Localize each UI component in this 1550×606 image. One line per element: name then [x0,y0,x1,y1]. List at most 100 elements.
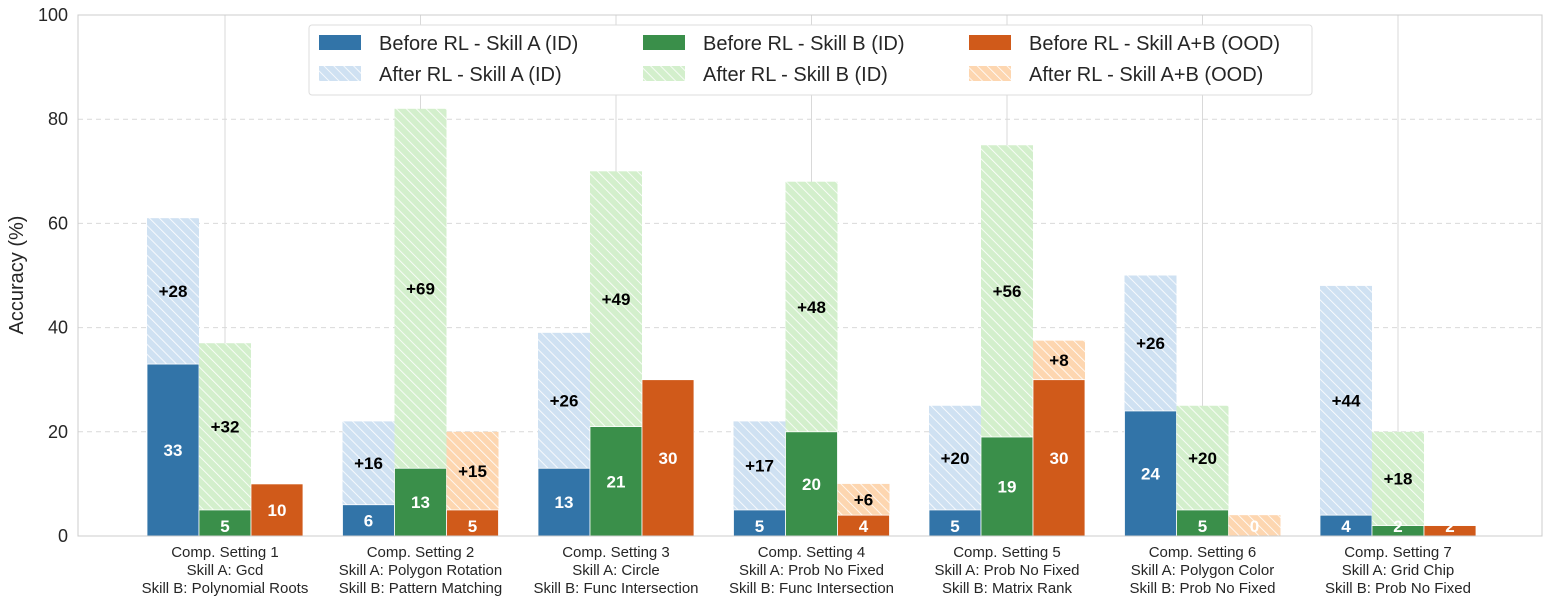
y-tick-label: 0 [58,526,68,546]
x-category-label: Skill B: Pattern Matching [339,580,502,597]
legend-swatch [643,66,685,81]
legend: Before RL - Skill A (ID) Before RL - Skil… [308,24,1313,96]
before-bar [1124,410,1177,537]
x-category-label: Comp. Setting 3 [562,544,670,561]
delta-value-label: +44 [1332,392,1361,411]
y-axis-title: Accuracy (%) [6,216,28,335]
legend-entry-label: Before RL - Skill A (ID) [379,33,578,55]
delta-value-label: +15 [458,462,487,481]
delta-value-label: +6 [854,491,873,510]
x-category-label: Skill A: Gcd [187,562,264,579]
before-bar [980,436,1034,537]
x-category-label: Skill A: Polygon Color [1131,562,1274,579]
legend-swatch [319,66,361,81]
legend-entry-label: After RL - Skill B (ID) [703,64,888,86]
x-category-label: Comp. Setting 5 [953,544,1061,561]
legend-swatch [319,35,361,50]
before-value-label: 10 [268,501,287,520]
x-category-label: Skill A: Circle [572,562,660,579]
x-category-label: Skill B: Func Intersection [533,580,698,597]
before-value-label: 13 [411,493,430,512]
before-value-label: 4 [859,517,869,536]
legend-box [308,24,1313,96]
after-bar [1320,285,1372,536]
x-category-label: Skill B: Prob No Fixed [1325,580,1471,597]
before-bar [785,431,838,537]
before-bar [589,426,643,537]
before-value-label: 30 [1050,449,1069,468]
x-category-label: Comp. Setting 6 [1149,544,1257,561]
x-category-label: Skill B: Matrix Rank [942,580,1073,597]
after-bar [199,343,251,536]
before-value-label: 20 [802,475,821,494]
before-value-label: 13 [555,493,574,512]
delta-value-label: +8 [1049,351,1068,370]
before-value-label: 19 [998,478,1017,497]
x-category-label: Skill B: Prob No Fixed [1130,580,1276,597]
delta-value-label: +48 [797,298,826,317]
legend-entry-label: After RL - Skill A+B (OOD) [1029,64,1263,86]
before-value-label: 5 [1198,517,1207,536]
before-bar [250,483,304,537]
before-bar [928,509,982,537]
delta-value-label: +16 [354,454,383,473]
legend-entry-label: Before RL - Skill A+B (OOD) [1029,33,1280,55]
delta-value-label: +26 [1136,334,1165,353]
delta-value-label: +56 [993,282,1022,301]
before-bar [446,509,499,537]
delta-value-label: +49 [602,290,631,309]
delta-value-label: +20 [941,449,970,468]
x-category-label: Skill A: Grid Chip [1342,562,1455,579]
after-bar [1372,431,1424,536]
before-value-label: 2 [1393,517,1402,536]
after-bar [394,108,447,536]
before-value-label: 24 [1141,464,1160,483]
y-tick-label: 60 [48,213,68,233]
before-bar [1176,509,1229,537]
x-category-label: Skill B: Polynomial Roots [142,580,309,597]
before-value-label: 4 [1341,517,1351,536]
delta-value-label: +17 [745,457,774,476]
before-value-label: 2 [1445,517,1454,536]
bars [146,108,1477,537]
after-bar [1228,515,1281,536]
before-value-label: 5 [468,517,477,536]
before-value-label: 21 [607,472,626,491]
before-value-label: 5 [220,517,229,536]
x-category-label: Comp. Setting 2 [367,544,475,561]
delta-value-label: +28 [159,282,188,301]
y-tick-label: 100 [38,5,68,25]
y-tick-label: 40 [48,318,68,338]
x-category-label: Comp. Setting 4 [758,544,866,561]
x-category-label: Skill A: Prob No Fixed [739,562,884,579]
before-bar [537,467,591,537]
legend-swatch [969,66,1011,81]
x-category-label: Skill B: Func Intersection [729,580,894,597]
before-value-label: 0 [1250,517,1259,536]
delta-value-label: +32 [211,418,240,437]
x-category-label: Comp. Setting 7 [1344,544,1452,561]
y-tick-label: 20 [48,422,68,442]
y-tick-label: 80 [48,109,68,129]
before-value-label: 5 [950,517,959,536]
legend-entry-label: Before RL - Skill B (ID) [703,33,905,55]
x-category-label: Skill A: Prob No Fixed [934,562,1079,579]
delta-value-label: +18 [1384,470,1413,489]
bar-labels: 33 +28 5 +32 10 6 +16 13 +69 5 +15 13 +26 21 +49 30 5 +17… [159,280,1455,536]
plot-frame [77,14,1543,537]
before-value-label: 33 [164,441,183,460]
before-value-label: 6 [364,511,373,530]
delta-value-label: +26 [550,392,579,411]
delta-value-label: +20 [1188,449,1217,468]
before-value-label: 30 [659,449,678,468]
legend-entry-label: After RL - Skill A (ID) [379,64,562,86]
x-category-label: Comp. Setting 1 [171,544,279,561]
legend-swatch [969,35,1011,50]
x-category-label: Skill A: Polygon Rotation [339,562,502,579]
delta-value-label: +69 [406,280,435,299]
before-bar [342,504,395,537]
legend-swatch [643,35,685,50]
before-value-label: 5 [755,517,764,536]
